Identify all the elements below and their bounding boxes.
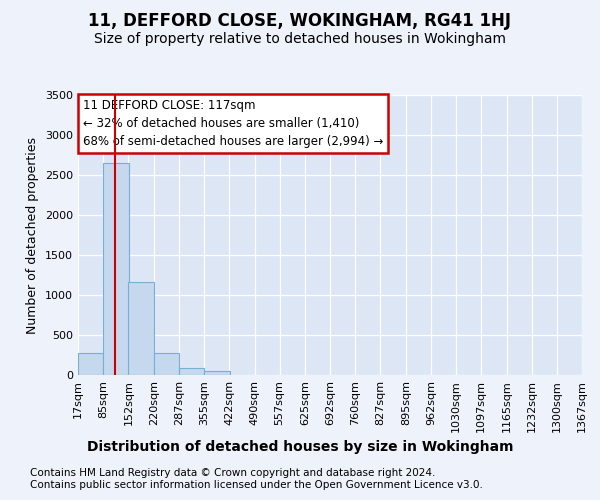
- Bar: [128, 282, 154, 375]
- Text: 11 DEFFORD CLOSE: 117sqm
← 32% of detached houses are smaller (1,410)
68% of sem: 11 DEFFORD CLOSE: 117sqm ← 32% of detach…: [83, 99, 383, 148]
- Bar: [154, 352, 179, 375]
- Text: Distribution of detached houses by size in Wokingham: Distribution of detached houses by size …: [87, 440, 513, 454]
- Text: Contains HM Land Registry data © Crown copyright and database right 2024.: Contains HM Land Registry data © Crown c…: [30, 468, 436, 477]
- Bar: [78, 354, 103, 375]
- Bar: [179, 368, 204, 375]
- Bar: [103, 163, 129, 375]
- Text: 11, DEFFORD CLOSE, WOKINGHAM, RG41 1HJ: 11, DEFFORD CLOSE, WOKINGHAM, RG41 1HJ: [89, 12, 511, 30]
- Text: Size of property relative to detached houses in Wokingham: Size of property relative to detached ho…: [94, 32, 506, 46]
- Y-axis label: Number of detached properties: Number of detached properties: [26, 136, 40, 334]
- Bar: [204, 371, 230, 375]
- Text: Contains public sector information licensed under the Open Government Licence v3: Contains public sector information licen…: [30, 480, 483, 490]
